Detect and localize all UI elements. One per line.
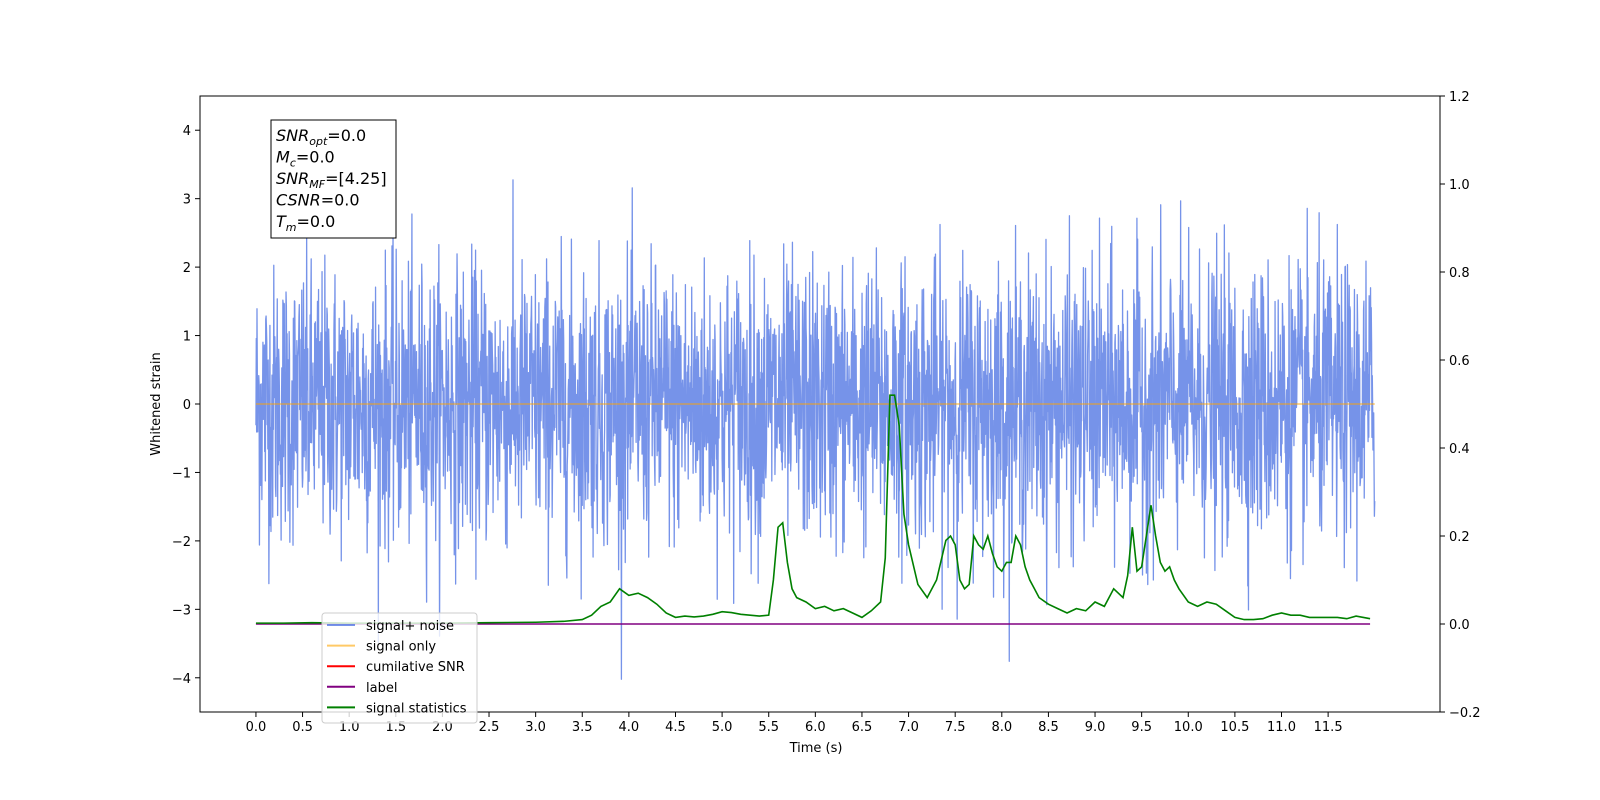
- y-tick-label: 1: [183, 330, 191, 345]
- y2-tick-label: 0.0: [1449, 618, 1470, 633]
- x-tick-label: 0.5: [292, 720, 313, 735]
- stats-subscript: m: [286, 221, 297, 234]
- stats-line: Tm=0.0: [276, 212, 335, 234]
- stats-symbol: SNR: [276, 126, 309, 145]
- stats-box: SNRopt=0.0Mc=0.0SNRMF=[4.25]CSNR=0.0Tm=0…: [270, 119, 397, 239]
- series-signal-plus-noise: [255, 179, 1376, 680]
- x-tick-label: 5.5: [758, 720, 779, 735]
- x-tick-label: 4.0: [619, 720, 640, 735]
- stats-symbol: SNR: [276, 169, 309, 188]
- stats-symbol: T: [276, 212, 287, 231]
- y2-tick-label: −0.2: [1449, 706, 1481, 721]
- stats-line: SNRopt=0.0: [276, 126, 366, 148]
- y2-tick-label: 0.6: [1449, 354, 1470, 369]
- legend-label: label: [366, 681, 397, 696]
- x-tick-label: 1.5: [385, 720, 406, 735]
- y-tick-label: −4: [172, 672, 191, 687]
- stats-subscript: MF: [309, 178, 325, 191]
- stats-symbol: M: [276, 148, 290, 167]
- legend-frame: [321, 612, 478, 724]
- x-tick-label: 5.0: [712, 720, 733, 735]
- stats-subscript: c: [290, 157, 296, 170]
- stats-subscript: opt: [309, 135, 328, 148]
- y2-tick-label: 0.2: [1449, 530, 1470, 545]
- y2-tick-label: 1.0: [1449, 178, 1470, 193]
- y-axis-ticks: 4 3 2 1 0 −1 −2 −3 −4: [172, 124, 200, 687]
- x-tick-label: 10.5: [1220, 720, 1249, 735]
- stats-value: =0.0: [321, 191, 360, 210]
- x-tick-label: 10.0: [1174, 720, 1203, 735]
- legend: signal+ noise signal only cumilative SNR la…: [321, 612, 478, 724]
- x-tick-label: 11.5: [1314, 720, 1343, 735]
- x-tick-label: 6.5: [852, 720, 873, 735]
- stats-value: =0.0: [296, 148, 335, 167]
- x-tick-label: 8.5: [1038, 720, 1059, 735]
- stats-value: =0.0: [327, 126, 366, 145]
- legend-label: signal only: [366, 640, 436, 655]
- x-axis-ticks: 0.0 0.5 1.0 1.5 2.0 2.5 3.0 3.5 4.0 4.5 5.0 5.5 6.0 6…: [246, 712, 1343, 735]
- x-axis-label: Time (s): [789, 741, 843, 756]
- y-tick-label: −2: [172, 535, 191, 550]
- x-tick-label: 7.0: [898, 720, 919, 735]
- y-axis-label: Whitened strain: [149, 352, 164, 455]
- stats-value: =0.0: [297, 212, 336, 231]
- y2-tick-label: 1.2: [1449, 90, 1470, 105]
- y-tick-label: −1: [172, 466, 191, 481]
- y-tick-label: 2: [183, 261, 191, 276]
- stats-line: CSNR=0.0: [276, 191, 360, 210]
- x-tick-label: 3.0: [525, 720, 546, 735]
- stats-line: SNRMF=[4.25]: [276, 169, 387, 191]
- series-line-signal-statistics: [255, 394, 1371, 624]
- x-tick-label: 6.0: [805, 720, 826, 735]
- y-tick-label: −3: [172, 603, 191, 618]
- x-tick-label: 7.5: [945, 720, 966, 735]
- series-line-signal-plus-noise: [255, 179, 1376, 680]
- y-tick-label: 3: [183, 193, 191, 208]
- x-tick-label: 11.0: [1267, 720, 1296, 735]
- stats-line: Mc=0.0: [276, 148, 335, 170]
- y2-tick-label: 0.4: [1449, 442, 1470, 457]
- x-tick-label: 9.0: [1085, 720, 1106, 735]
- x-tick-label: 4.5: [665, 720, 686, 735]
- x-tick-label: 9.5: [1131, 720, 1152, 735]
- x-tick-label: 1.0: [339, 720, 360, 735]
- y2-axis-ticks: 1.2 1.0 0.8 0.6 0.4 0.2 0.0 −0.2: [1440, 90, 1481, 721]
- y2-tick-label: 0.8: [1449, 266, 1470, 281]
- y-tick-label: 0: [183, 398, 191, 413]
- legend-label: cumilative SNR: [366, 660, 465, 675]
- x-tick-label: 0.0: [246, 720, 267, 735]
- x-tick-label: 8.0: [991, 720, 1012, 735]
- legend-label: signal+ noise: [366, 619, 454, 634]
- x-tick-label: 3.5: [572, 720, 593, 735]
- stats-symbol: CSNR: [276, 191, 321, 210]
- stats-value: =[4.25]: [325, 169, 387, 188]
- y-tick-label: 4: [183, 124, 191, 139]
- x-tick-label: 2.0: [432, 720, 453, 735]
- x-tick-label: 2.5: [479, 720, 500, 735]
- legend-label: signal statistics: [366, 701, 467, 716]
- stats-box-frame: [270, 119, 397, 239]
